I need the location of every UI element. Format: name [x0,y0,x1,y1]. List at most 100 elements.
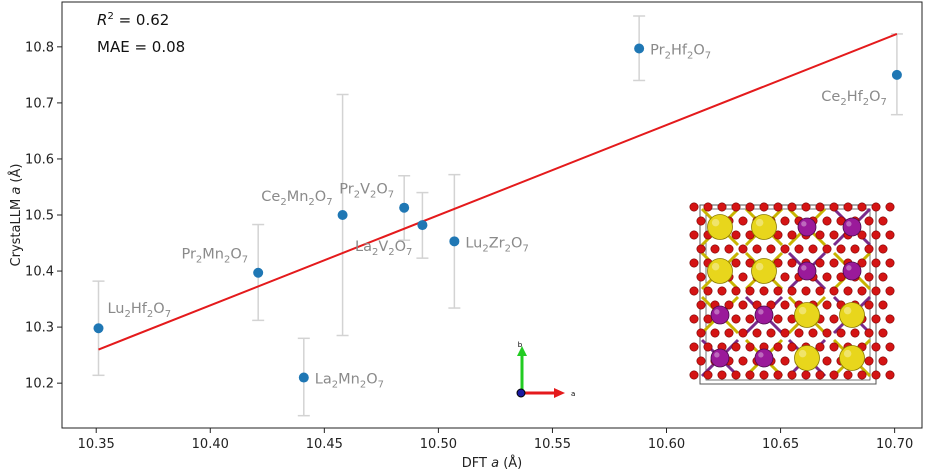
oxygen-atom [878,272,888,282]
atom-highlight [801,221,807,227]
oxygen-atom [836,328,846,338]
y-tick-label: 10.7 [25,96,54,111]
y-tick-label: 10.5 [25,209,54,224]
point-label: La2​V2​O7​ [355,239,412,258]
y-tick-label: 10.2 [25,377,54,392]
oxygen-atom [871,230,881,240]
oxygen-atom [808,244,818,254]
oxygen-atom [766,244,776,254]
oxygen-atom [829,258,839,268]
oxygen-atom [703,370,713,380]
oxygen-atom [815,286,825,296]
oxygen-atom [843,202,853,212]
oxygen-atom [871,342,881,352]
y-tick-label: 10.3 [25,321,54,336]
oxygen-atom [752,244,762,254]
oxygen-atom [731,230,741,240]
oxygen-atom [696,328,706,338]
oxygen-atom [745,202,755,212]
oxygen-atom [822,328,832,338]
oxygen-atom [738,300,748,310]
oxygen-atom [871,286,881,296]
point-label: Pr2​Hf2​O7​ [650,43,711,62]
b-axis-label: b [518,341,523,349]
oxygen-atom [731,286,741,296]
oxygen-atom [689,258,699,268]
oxygen-atom [780,216,790,226]
oxygen-atom [773,314,783,324]
oxygen-atom [780,272,790,282]
oxygen-atom [850,244,860,254]
oxygen-atom [724,300,734,310]
oxygen-atom [878,328,888,338]
oxygen-atom [773,342,783,352]
oxygen-atom [689,286,699,296]
oxygen-atom [829,230,839,240]
atom-highlight [758,352,764,358]
x-ticks: 10.35 10.40 10.45 10.50 10.55 10.60 10.65 10.70 [78,428,913,452]
atom-highlight [714,309,720,315]
oxygen-atom [689,230,699,240]
plot-area [61,1,923,429]
atom-highlight [798,306,807,315]
oxygen-atom [829,314,839,324]
oxygen-atom [780,300,790,310]
oxygen-atom [759,202,769,212]
point-label: La2​Mn2​O7​ [315,372,384,391]
oxygen-atom [703,342,713,352]
atom-highlight [755,218,764,227]
atom-highlight [846,265,852,271]
r2-annotation: R2 = 0.62 [97,11,169,29]
oxygen-atom [787,230,797,240]
point-label: Pr2​Mn2​O7​ [181,247,248,266]
oxygen-atom [815,202,825,212]
oxygen-atom [843,370,853,380]
oxygen-atom [864,216,874,226]
oxygen-atom [871,202,881,212]
oxygen-atom [857,230,867,240]
oxygen-atom [787,286,797,296]
x-tick-label: 10.60 [648,437,685,452]
oxygen-atom [850,328,860,338]
oxygen-atom [731,370,741,380]
a-site-cation [707,214,733,240]
oxygen-atom [864,328,874,338]
x-tick-label: 10.35 [78,437,115,452]
oxygen-atom [885,202,895,212]
point-label: Lu2​Zr2​O7​ [465,235,528,254]
oxygen-atom [864,356,874,366]
oxygen-atom [738,272,748,282]
oxygen-atom [829,286,839,296]
oxygen-atom [759,370,769,380]
oxygen-atom [731,202,741,212]
oxygen-atom [808,328,818,338]
oxygen-atom [759,286,769,296]
oxygen-atom [836,244,846,254]
oxygen-atom [773,286,783,296]
a-site-cation [707,258,733,284]
oxygen-atom [801,286,811,296]
oxygen-atom [815,370,825,380]
b-site-cation [797,261,817,281]
point-labels: Lu2​Hf2​O7​ Pr2​Mn2​O7​ La2​Mn2​O7​ Ce2​Mn2… [107,43,886,391]
oxygen-atom [822,356,832,366]
data-point [417,220,428,231]
data-point [634,43,645,54]
oxygen-atom [703,202,713,212]
oxygen-atom [696,272,706,282]
oxygen-atom [710,244,720,254]
oxygen-atom [780,328,790,338]
oxygen-atom [815,258,825,268]
b-site-cation [842,217,862,237]
oxygen-atom [801,370,811,380]
oxygen-atom [724,328,734,338]
oxygen-atom [731,342,741,352]
x-axis-title: DFT a (Å) [462,455,522,471]
oxygen-atom [787,342,797,352]
oxygen-atom [717,202,727,212]
oxygen-atom [787,370,797,380]
oxygen-atom [822,300,832,310]
oxygen-atom [878,300,888,310]
y-axis-title: CrystaLLM a (Å) [8,164,24,267]
oxygen-atom [696,216,706,226]
